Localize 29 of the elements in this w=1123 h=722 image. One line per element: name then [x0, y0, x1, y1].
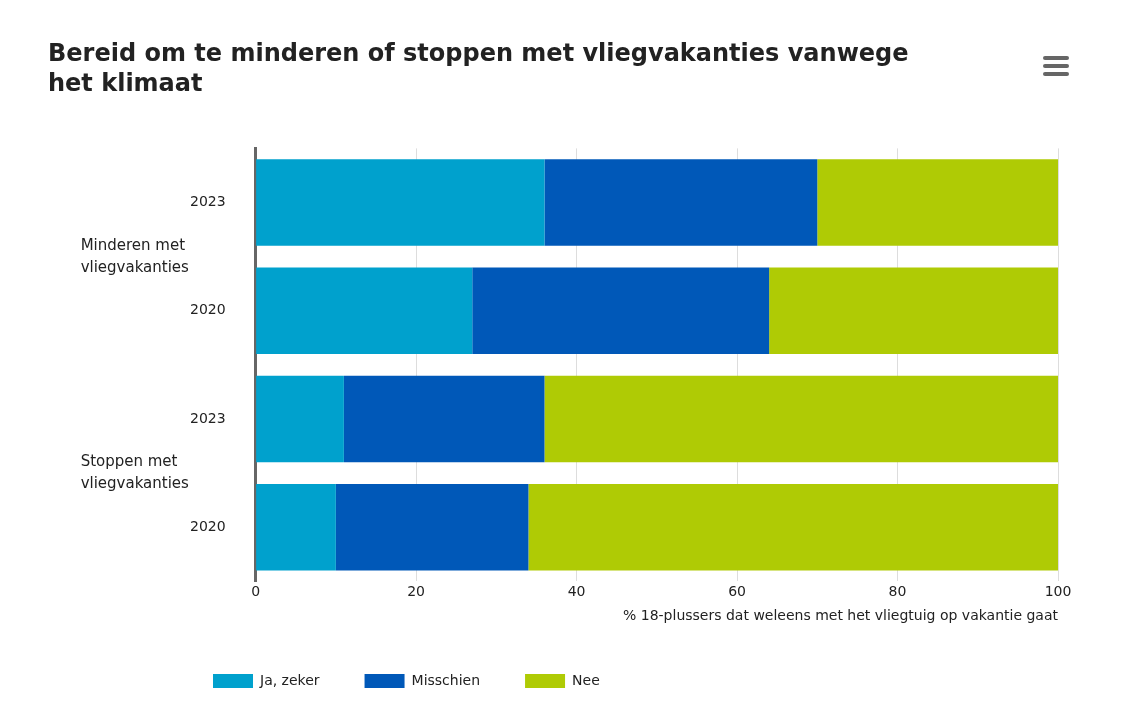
x-tick-label: 60 — [728, 583, 746, 600]
bar — [256, 375, 344, 463]
legend-label: Nee — [572, 671, 600, 688]
x-tick-label: 80 — [888, 583, 907, 600]
bar — [769, 267, 1058, 355]
legend-label: Ja, zeker — [259, 671, 320, 688]
bar — [472, 267, 770, 355]
bar — [544, 375, 1058, 463]
bar — [528, 483, 1058, 571]
bar — [544, 159, 818, 246]
bar — [256, 267, 473, 355]
x-tick-label: 100 — [1044, 583, 1072, 600]
bar — [256, 483, 336, 571]
x-tick-label: 20 — [407, 583, 426, 600]
x-axis-title: % 18-plussers dat weleens met het vliegtuig op vakantie gaat — [623, 607, 1059, 624]
bar — [256, 159, 545, 246]
bar — [817, 159, 1058, 246]
bar — [343, 375, 545, 463]
text: Minderen met vliegvakanties — [80, 235, 190, 276]
y-tick-label: 2023 — [189, 193, 226, 210]
x-tick-label: 40 — [567, 583, 586, 600]
x-tick-label: 0 — [251, 583, 261, 600]
bar — [335, 483, 529, 571]
chart-title: Bereid om te minderen of stoppen met vliegvakanties vanwege het klimaat — [48, 38, 910, 98]
y-tick-label: 2020 — [189, 517, 226, 534]
y-tick-label: 2020 — [189, 301, 226, 318]
y-tick-label: 2023 — [189, 409, 226, 426]
legend-label: Misschien — [411, 671, 481, 688]
text: Stoppen met vliegvakanties — [80, 452, 190, 493]
